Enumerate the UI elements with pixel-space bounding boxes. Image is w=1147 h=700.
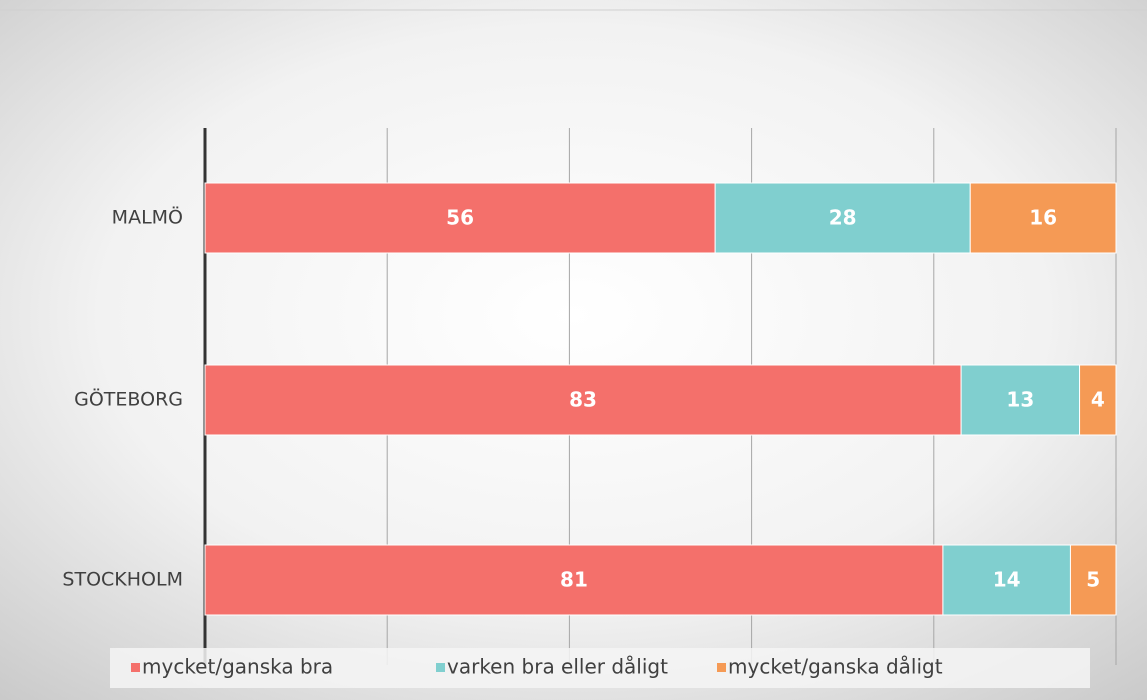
bar-segment [204, 182, 716, 254]
bar-segment [969, 182, 1117, 254]
data-label: 16 [1029, 206, 1057, 230]
data-label: 83 [569, 388, 597, 412]
y-tick-label: GÖTEBORG [74, 388, 183, 411]
legend-label: mycket/ganska bra [142, 655, 333, 679]
legend-swatch [436, 663, 445, 672]
data-label: 56 [446, 206, 474, 230]
data-label: 14 [993, 568, 1021, 592]
legend-box [110, 648, 1090, 688]
bar-segment [714, 182, 971, 254]
data-label: 28 [829, 206, 857, 230]
legend-label: varken bra eller dåligt [447, 655, 668, 679]
bar-segment [204, 364, 962, 436]
bar-segment [1069, 544, 1117, 616]
y-tick-label: MALMÖ [112, 206, 183, 229]
legend-swatch [131, 663, 140, 672]
bar-segment [1079, 364, 1117, 436]
legend-label: mycket/ganska dåligt [728, 655, 943, 679]
data-label: 13 [1006, 388, 1034, 412]
legend-swatch [717, 663, 726, 672]
data-label: 5 [1086, 568, 1100, 592]
data-label: 4 [1091, 388, 1105, 412]
data-label: 81 [560, 568, 588, 592]
y-tick-label: STOCKHOLM [62, 569, 183, 591]
bar-segment [204, 544, 944, 616]
bar-segment [960, 364, 1081, 436]
